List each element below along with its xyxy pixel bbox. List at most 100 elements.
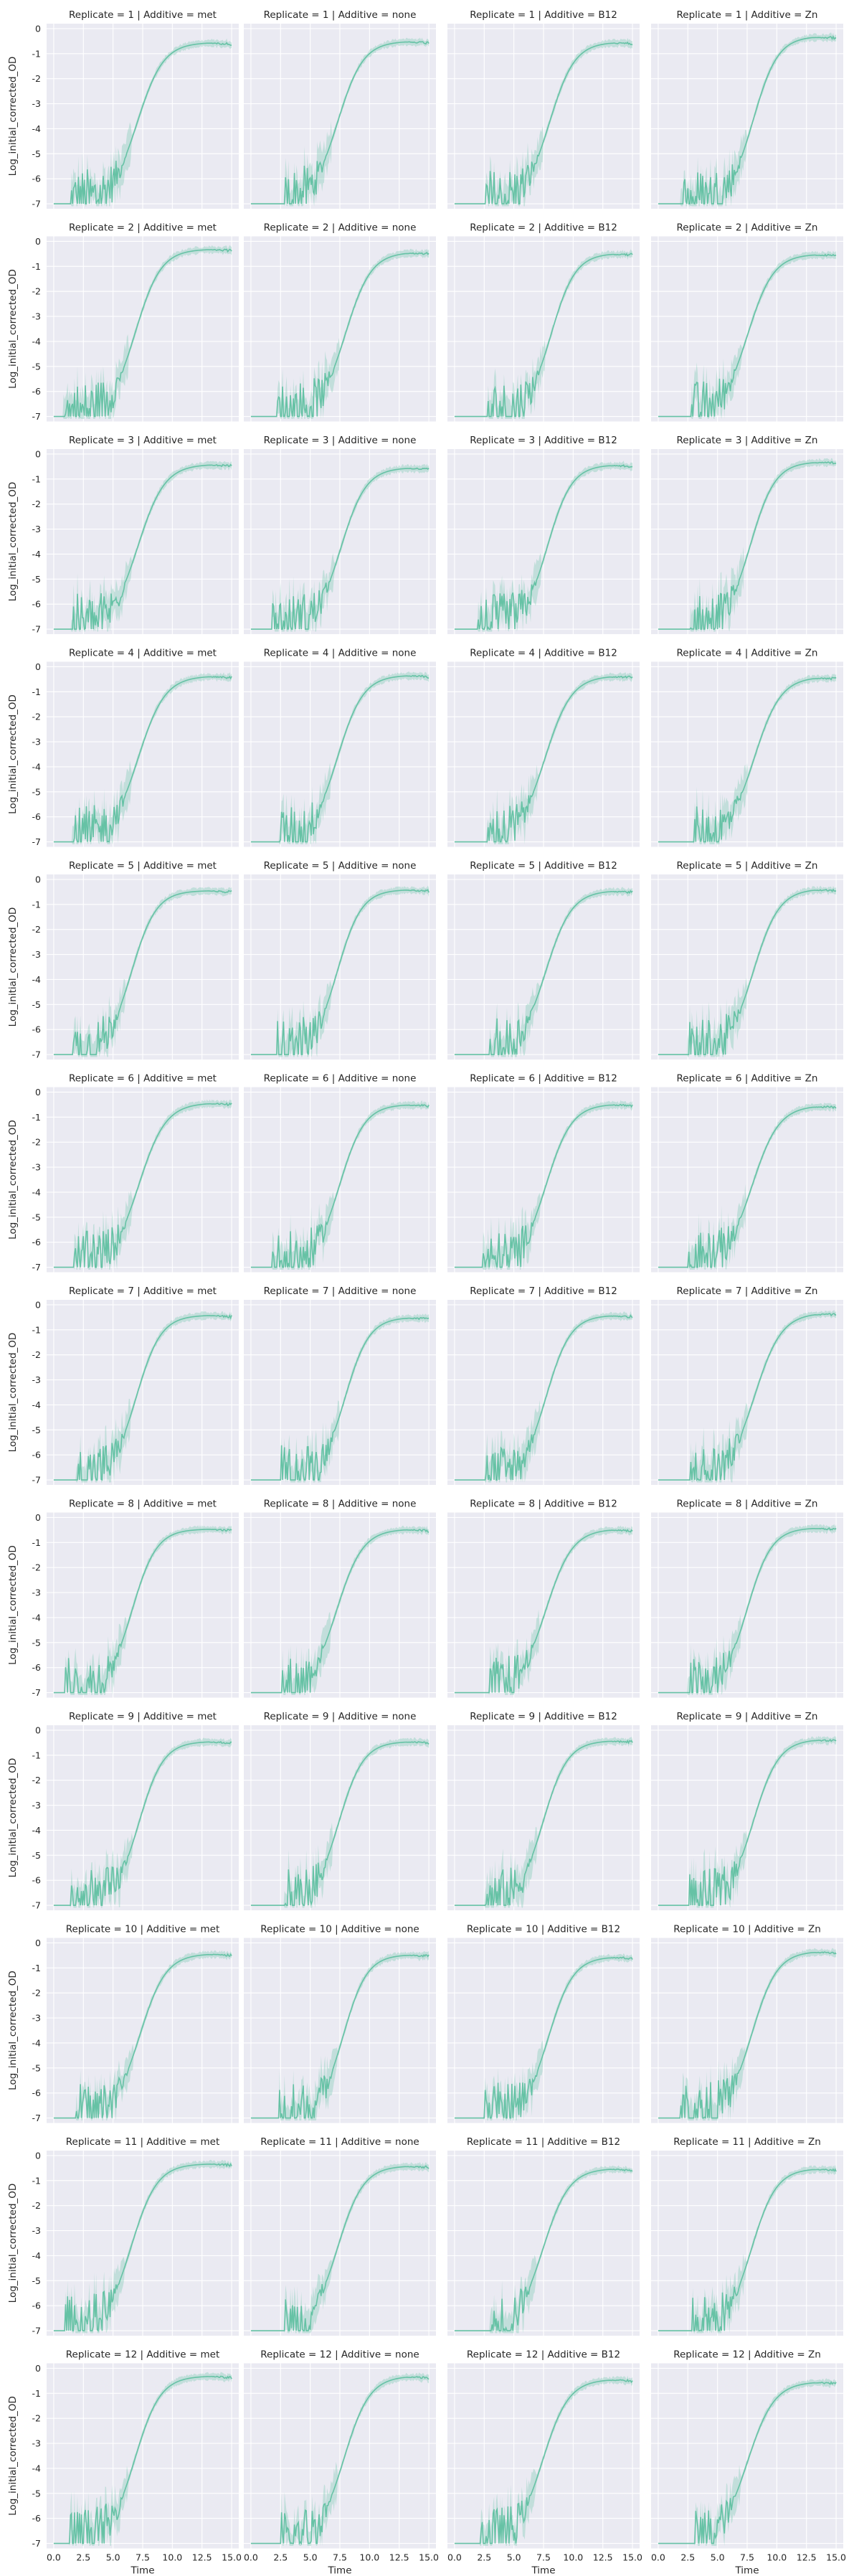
confidence-band xyxy=(658,674,837,845)
y-tick-label: -1 xyxy=(32,1750,41,1760)
facet-panel-r7-B12: Replicate = 7 | Additive = B12 xyxy=(447,1285,640,1485)
x-tick-label: 7.5 xyxy=(740,2552,754,2563)
panel-title: Replicate = 3 | Additive = none xyxy=(264,435,417,446)
panel-title: Replicate = 6 | Additive = none xyxy=(264,1073,417,1085)
panel-title: Replicate = 7 | Additive = Zn xyxy=(677,1285,818,1297)
y-tick-label: -3 xyxy=(32,1587,41,1598)
series-line xyxy=(454,1314,633,1481)
panel-title: Replicate = 6 | Additive = met xyxy=(69,1073,217,1085)
panel-title: Replicate = 8 | Additive = Zn xyxy=(677,1499,818,1510)
facet-panel-r5-B12: Replicate = 5 | Additive = B12 xyxy=(447,860,640,1060)
x-tick-label: 0.0 xyxy=(47,2552,61,2563)
y-tick-label: -1 xyxy=(32,2388,41,2399)
y-tick-label: -4 xyxy=(32,2250,42,2261)
x-tick-label: 0.0 xyxy=(447,2552,462,2563)
facet-panel-r11-Zn: Replicate = 11 | Additive = Zn xyxy=(651,2136,843,2336)
y-tick-label: -5 xyxy=(32,786,41,797)
y-tick-label: -6 xyxy=(32,174,42,184)
panel-title: Replicate = 9 | Additive = met xyxy=(69,1711,217,1722)
x-tick-label: 10.0 xyxy=(359,2552,379,2563)
x-tick-label: 7.5 xyxy=(333,2552,347,2563)
y-tick-label: -7 xyxy=(32,836,41,847)
panel-title: Replicate = 10 | Additive = B12 xyxy=(467,1924,620,1935)
series-line xyxy=(454,1529,633,1694)
y-tick-label: 0 xyxy=(35,661,41,672)
y-tick-label: -7 xyxy=(32,411,41,422)
y-tick-label: -6 xyxy=(32,599,42,610)
x-axis-label: Time xyxy=(531,2565,555,2576)
y-tick-label: -3 xyxy=(32,1800,41,1811)
series-line xyxy=(53,1740,232,1906)
y-tick-label: -4 xyxy=(32,761,42,772)
series-line xyxy=(250,251,430,417)
y-tick-label: -4 xyxy=(32,123,42,134)
facet-panel-r8-met: Replicate = 8 | Additive = met 0 -1 -2 -3 -4 -… xyxy=(7,1499,239,1698)
y-tick-label: -6 xyxy=(32,2087,42,2098)
y-tick-label: -3 xyxy=(32,2438,41,2449)
y-tick-label: -7 xyxy=(32,624,41,635)
panel-title: Replicate = 11 | Additive = met xyxy=(66,2136,220,2148)
y-tick-label: -4 xyxy=(32,2037,42,2048)
series-line xyxy=(454,2168,633,2333)
series-line xyxy=(454,2378,633,2544)
panel-title: Replicate = 10 | Additive = met xyxy=(66,1924,220,1935)
y-axis-label: Log_initial_corrected_OD xyxy=(7,2184,19,2303)
facet-panel-r4-met: Replicate = 4 | Additive = met 0 -1 -2 -3 -4 -… xyxy=(7,648,239,847)
y-tick-label: -7 xyxy=(32,2538,41,2549)
y-tick-label: -4 xyxy=(32,1612,42,1623)
facet-panel-r4-none: Replicate = 4 | Additive = none xyxy=(244,648,436,847)
y-tick-label: -5 xyxy=(32,574,41,585)
series-line xyxy=(250,41,430,204)
y-tick-label: -6 xyxy=(32,1237,42,1247)
panel-title: Replicate = 1 | Additive = none xyxy=(264,9,417,21)
panel-title: Replicate = 8 | Additive = none xyxy=(264,1499,417,1510)
y-tick-label: -1 xyxy=(32,1537,41,1548)
y-tick-label: -7 xyxy=(32,1475,41,1486)
y-tick-label: -7 xyxy=(32,2326,41,2336)
series-line xyxy=(53,248,232,418)
y-tick-label: -3 xyxy=(32,98,41,109)
facet-panel-r12-Zn: Replicate = 12 | Additive = Zn 0.0 2.5 5.0 7… xyxy=(651,2349,846,2576)
facet-panel-r5-Zn: Replicate = 5 | Additive = Zn xyxy=(651,860,843,1060)
y-axis-label: Log_initial_corrected_OD xyxy=(7,907,19,1027)
facet-panel-r4-B12: Replicate = 4 | Additive = B12 xyxy=(447,648,640,847)
y-tick-label: -1 xyxy=(32,261,41,272)
x-tick-label: 12.5 xyxy=(389,2552,409,2563)
y-axis-label: Log_initial_corrected_OD xyxy=(7,1545,19,1665)
series-line xyxy=(454,890,633,1055)
panel-title: Replicate = 3 | Additive = Zn xyxy=(677,435,818,446)
y-tick-label: -5 xyxy=(32,148,41,159)
y-tick-label: -5 xyxy=(32,1637,41,1648)
x-tick-label: 15.0 xyxy=(222,2552,242,2563)
facet-panel-r5-none: Replicate = 5 | Additive = none xyxy=(244,860,436,1060)
panel-title: Replicate = 1 | Additive = met xyxy=(69,9,217,21)
facet-panel-r12-met: Replicate = 12 | Additive = met 0 -1 -2 -3 -4… xyxy=(7,2349,242,2576)
series-line xyxy=(658,1951,837,2119)
facet-panel-r11-met: Replicate = 11 | Additive = met 0 -1 -2 -3 -4… xyxy=(7,2136,239,2336)
panel-title: Replicate = 4 | Additive = B12 xyxy=(470,648,617,659)
y-tick-label: -6 xyxy=(32,2301,42,2311)
x-axis-label: Time xyxy=(734,2565,759,2576)
panel-title: Replicate = 1 | Additive = B12 xyxy=(470,9,617,21)
x-tick-label: 12.5 xyxy=(593,2552,613,2563)
y-tick-label: -5 xyxy=(32,999,41,1010)
y-axis-label: Log_initial_corrected_OD xyxy=(7,1971,19,2090)
facet-panel-r7-Zn: Replicate = 7 | Additive = Zn xyxy=(651,1285,843,1485)
x-tick-label: 2.5 xyxy=(477,2552,491,2563)
confidence-band xyxy=(53,1311,232,1483)
facet-panel-r10-Zn: Replicate = 10 | Additive = Zn xyxy=(651,1924,843,2123)
y-tick-label: -4 xyxy=(32,1186,42,1197)
y-tick-label: -3 xyxy=(32,1162,41,1173)
series-line xyxy=(658,1313,837,1482)
series-line xyxy=(250,467,430,630)
facet-panel-r10-B12: Replicate = 10 | Additive = B12 xyxy=(447,1924,640,2123)
y-tick-label: -3 xyxy=(32,2013,41,2024)
series-line xyxy=(250,1953,430,2119)
y-tick-label: 0 xyxy=(35,23,41,34)
x-tick-label: 10.0 xyxy=(563,2552,583,2563)
facet-panel-r9-Zn: Replicate = 9 | Additive = Zn xyxy=(651,1711,843,1910)
y-tick-label: -6 xyxy=(32,1662,42,1673)
facet-panel-r4-Zn: Replicate = 4 | Additive = Zn xyxy=(651,648,843,847)
y-tick-label: -2 xyxy=(32,1562,41,1573)
y-tick-label: -2 xyxy=(32,2200,41,2211)
